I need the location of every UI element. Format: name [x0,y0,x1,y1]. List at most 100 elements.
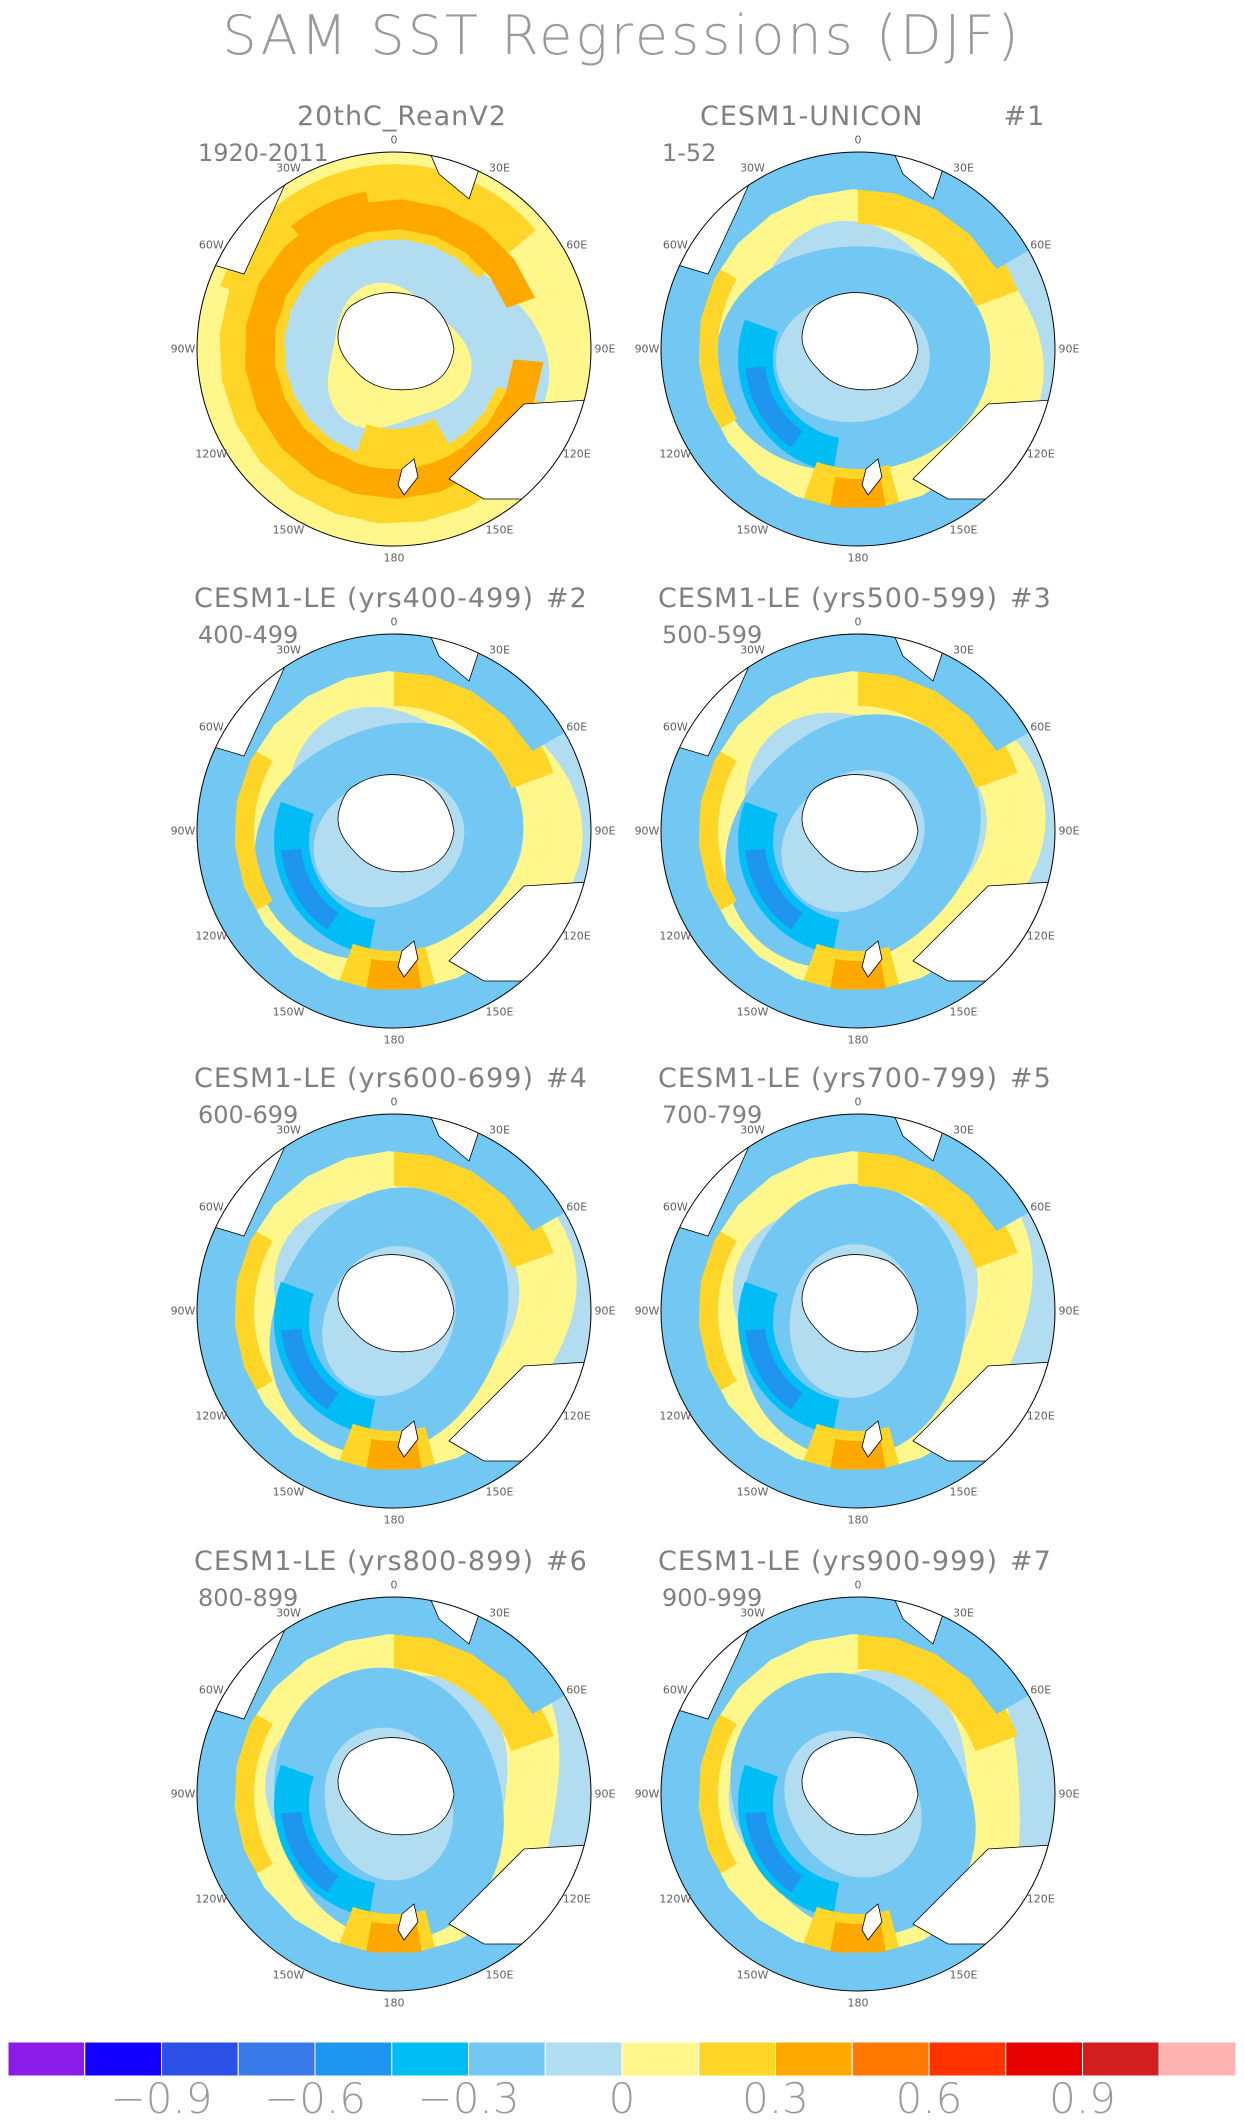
longitude-label: 30E [489,643,510,657]
longitude-label: 180 [847,1033,869,1047]
longitude-label: 60E [566,1683,588,1696]
longitude-label: 60W [198,1683,224,1696]
colorbar-swatch [775,2042,853,2076]
panel-index: #1 [1003,101,1046,132]
polar-map [196,151,592,547]
antarctica-landmass [801,1254,919,1353]
colorbar-tick-label: −0.3 [417,2074,520,2123]
longitude-label: 30W [276,161,301,175]
longitude-label: 90W [170,1787,196,1801]
longitude-label: 60W [662,238,688,251]
longitude-label: 30W [276,1123,301,1137]
colorbar-tick-label: 0.6 [895,2074,963,2123]
longitude-label: 150E [485,1485,514,1499]
new-zealand-landmass [861,940,883,978]
longitude-label: 120E [562,929,591,942]
longitude-label: 90W [634,1787,660,1801]
longitude-label: 120E [1026,447,1055,460]
longitude-label: 120W [195,929,228,942]
longitude-label: 150E [485,1968,514,1982]
longitude-label: 60E [566,1200,588,1213]
polar-map [660,1596,1056,1992]
longitude-label: 0 [390,133,398,147]
longitude-label: 120W [659,447,692,460]
new-zealand-landmass [397,940,419,978]
panel-title-text: CESM1-LE (yrs500-599) [658,583,998,614]
longitude-label: 60W [198,238,224,251]
longitude-label: 150E [485,523,514,537]
longitude-label: 30E [489,1123,510,1137]
longitude-label: 30E [953,643,974,657]
contour-band [281,848,339,930]
longitude-label: 60E [1030,1200,1052,1213]
longitude-label: 150E [949,523,978,537]
antarctica-landmass [337,292,455,391]
longitude-label: 30E [489,161,510,175]
longitude-label: 30W [740,643,765,657]
longitude-label: 120W [659,1892,692,1905]
longitude-label: 0 [390,615,398,629]
longitude-label: 120E [562,1892,591,1905]
panel-title: CESM1-LE (yrs900-999) #7 [658,1546,1052,1577]
panel-period: 400-499 [198,621,299,649]
panel-title: CESM1-LE (yrs500-599) #3 [658,583,1052,614]
longitude-label: 90W [170,824,196,838]
longitude-label: 150W [736,1005,769,1019]
longitude-label: 0 [390,1095,398,1109]
antarctica-landmass [801,774,919,873]
new-zealand-landmass [861,458,883,496]
contour-band [281,1328,339,1410]
longitude-label: 150W [736,1485,769,1499]
longitude-label: 60E [566,238,588,251]
longitude-label: 120E [562,1409,591,1422]
longitude-label: 60E [1030,1683,1052,1696]
longitude-label: 150W [736,1968,769,1982]
longitude-label: 180 [847,1996,869,2010]
colorbar-swatch [1005,2042,1083,2076]
longitude-label: 90E [594,1787,616,1801]
longitude-label: 90E [1058,1304,1080,1318]
longitude-label: 60W [662,720,688,733]
longitude-label: 90W [170,342,196,356]
panel-period: 1-52 [662,139,717,167]
new-zealand-landmass [397,1420,419,1458]
panel-index: #4 [545,1063,588,1094]
longitude-label: 30E [489,1606,510,1620]
longitude-label: 0 [854,615,862,629]
contour-band [281,1811,339,1893]
longitude-label: 90E [1058,1787,1080,1801]
antarctica-landmass [337,1737,455,1836]
longitude-label: 30E [953,1123,974,1137]
map-boundary [196,1113,592,1509]
longitude-label: 90E [1058,824,1080,838]
longitude-label: 30E [953,1606,974,1620]
map-boundary [196,151,592,547]
panel-index: #3 [1009,583,1052,614]
antarctica-landmass [337,774,455,873]
panel-period: 900-999 [662,1584,763,1612]
panel-title-text: 20thC_ReanV2 [297,101,507,132]
panel-title: CESM1-LE (yrs700-799) #5 [658,1063,1052,1094]
longitude-label: 180 [383,1033,405,1047]
longitude-label: 120E [1026,1892,1055,1905]
longitude-label: 180 [847,1513,869,1527]
longitude-label: 120W [195,1892,228,1905]
longitude-label: 150W [272,1485,305,1499]
longitude-label: 150W [272,1005,305,1019]
panel-period: 500-599 [662,621,763,649]
longitude-label: 150E [949,1968,978,1982]
longitude-label: 120E [562,447,591,460]
colorbar-swatch [544,2042,623,2076]
panel-title-text: CESM1-UNICON [700,101,924,132]
panel-title: CESM1-LE (yrs800-899) #6 [194,1546,588,1577]
longitude-label: 60W [198,720,224,733]
polar-map [196,1113,592,1509]
contour-band [394,661,554,789]
panel-period: 700-799 [662,1101,763,1129]
contour-band [274,1764,376,1918]
colorbar-swatch [391,2042,469,2076]
colorbar-swatch [84,2042,162,2076]
colorbar-tick-label: 0.9 [1049,2074,1116,2123]
longitude-label: 120E [1026,929,1055,942]
contour-band [858,1141,1018,1269]
